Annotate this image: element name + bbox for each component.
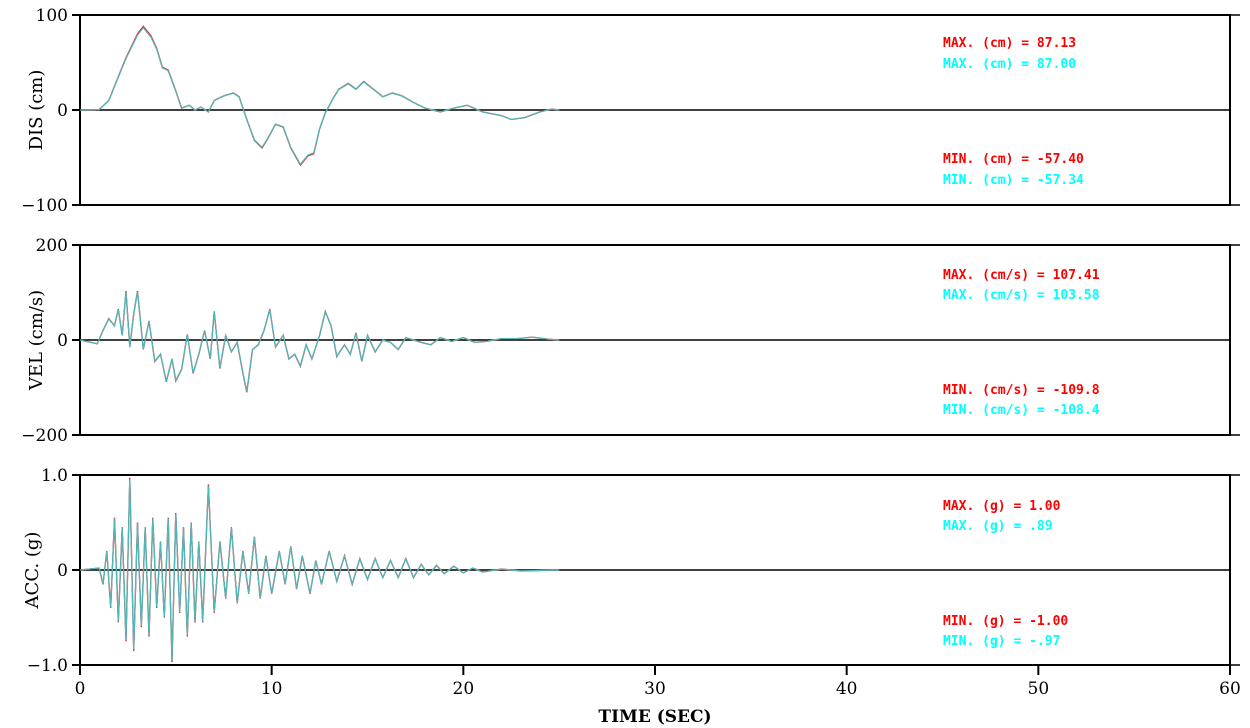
series-line-cyan-acceleration (79, 479, 560, 661)
y-tick-label: 0 (57, 561, 68, 581)
x-axis-label: TIME (SEC) (598, 707, 711, 727)
y-tick-label: 0 (57, 331, 68, 351)
y-tick-label: 1.0 (41, 466, 68, 486)
y-tick-label: 0 (57, 101, 68, 121)
y-tick-label: −1.0 (27, 656, 68, 676)
y-tick-label: −100 (21, 196, 68, 216)
stat-label: MIN. (g) = -.97 (943, 634, 1060, 649)
y-axis-label-acceleration: ACC. (g) (22, 532, 43, 610)
series-line-red-displacement (79, 25, 560, 167)
x-tick-label: 30 (644, 679, 666, 699)
y-tick-label: 200 (36, 236, 68, 256)
series-line-cyan-velocity (79, 291, 560, 392)
y-tick-label: 100 (36, 6, 68, 26)
stat-label: MIN. (cm) = -57.34 (943, 173, 1084, 188)
x-tick-label: 50 (1028, 679, 1050, 699)
stat-label: MAX. (g) = 1.00 (943, 499, 1061, 514)
stat-label: MIN. (g) = -1.00 (943, 614, 1068, 629)
x-tick-label: 20 (453, 679, 475, 699)
x-tick-label: 40 (836, 679, 858, 699)
x-tick-label: 0 (75, 679, 86, 699)
y-axis-label-displacement: DIS (cm) (26, 70, 47, 151)
stat-label: MAX. (g) = .89 (943, 519, 1053, 534)
y-axis-label-velocity: VEL (cm/s) (26, 290, 47, 391)
y-tick-label: −200 (21, 426, 68, 446)
stat-label: MIN. (cm/s) = -109.8 (943, 383, 1100, 398)
x-tick-label: 10 (261, 679, 283, 699)
stat-label: MIN. (cm) = -57.40 (943, 152, 1084, 167)
series-line-cyan-displacement (79, 26, 560, 166)
stat-label: MAX. (cm) = 87.13 (943, 36, 1076, 51)
x-tick-label: 60 (1219, 679, 1241, 699)
stat-label: MAX. (cm/s) = 107.41 (943, 268, 1100, 283)
stat-label: MAX. (cm/s) = 103.58 (943, 288, 1100, 303)
stat-label: MAX. (cm) = 87.00 (943, 57, 1076, 72)
stat-label: MIN. (cm/s) = -108.4 (943, 403, 1100, 418)
